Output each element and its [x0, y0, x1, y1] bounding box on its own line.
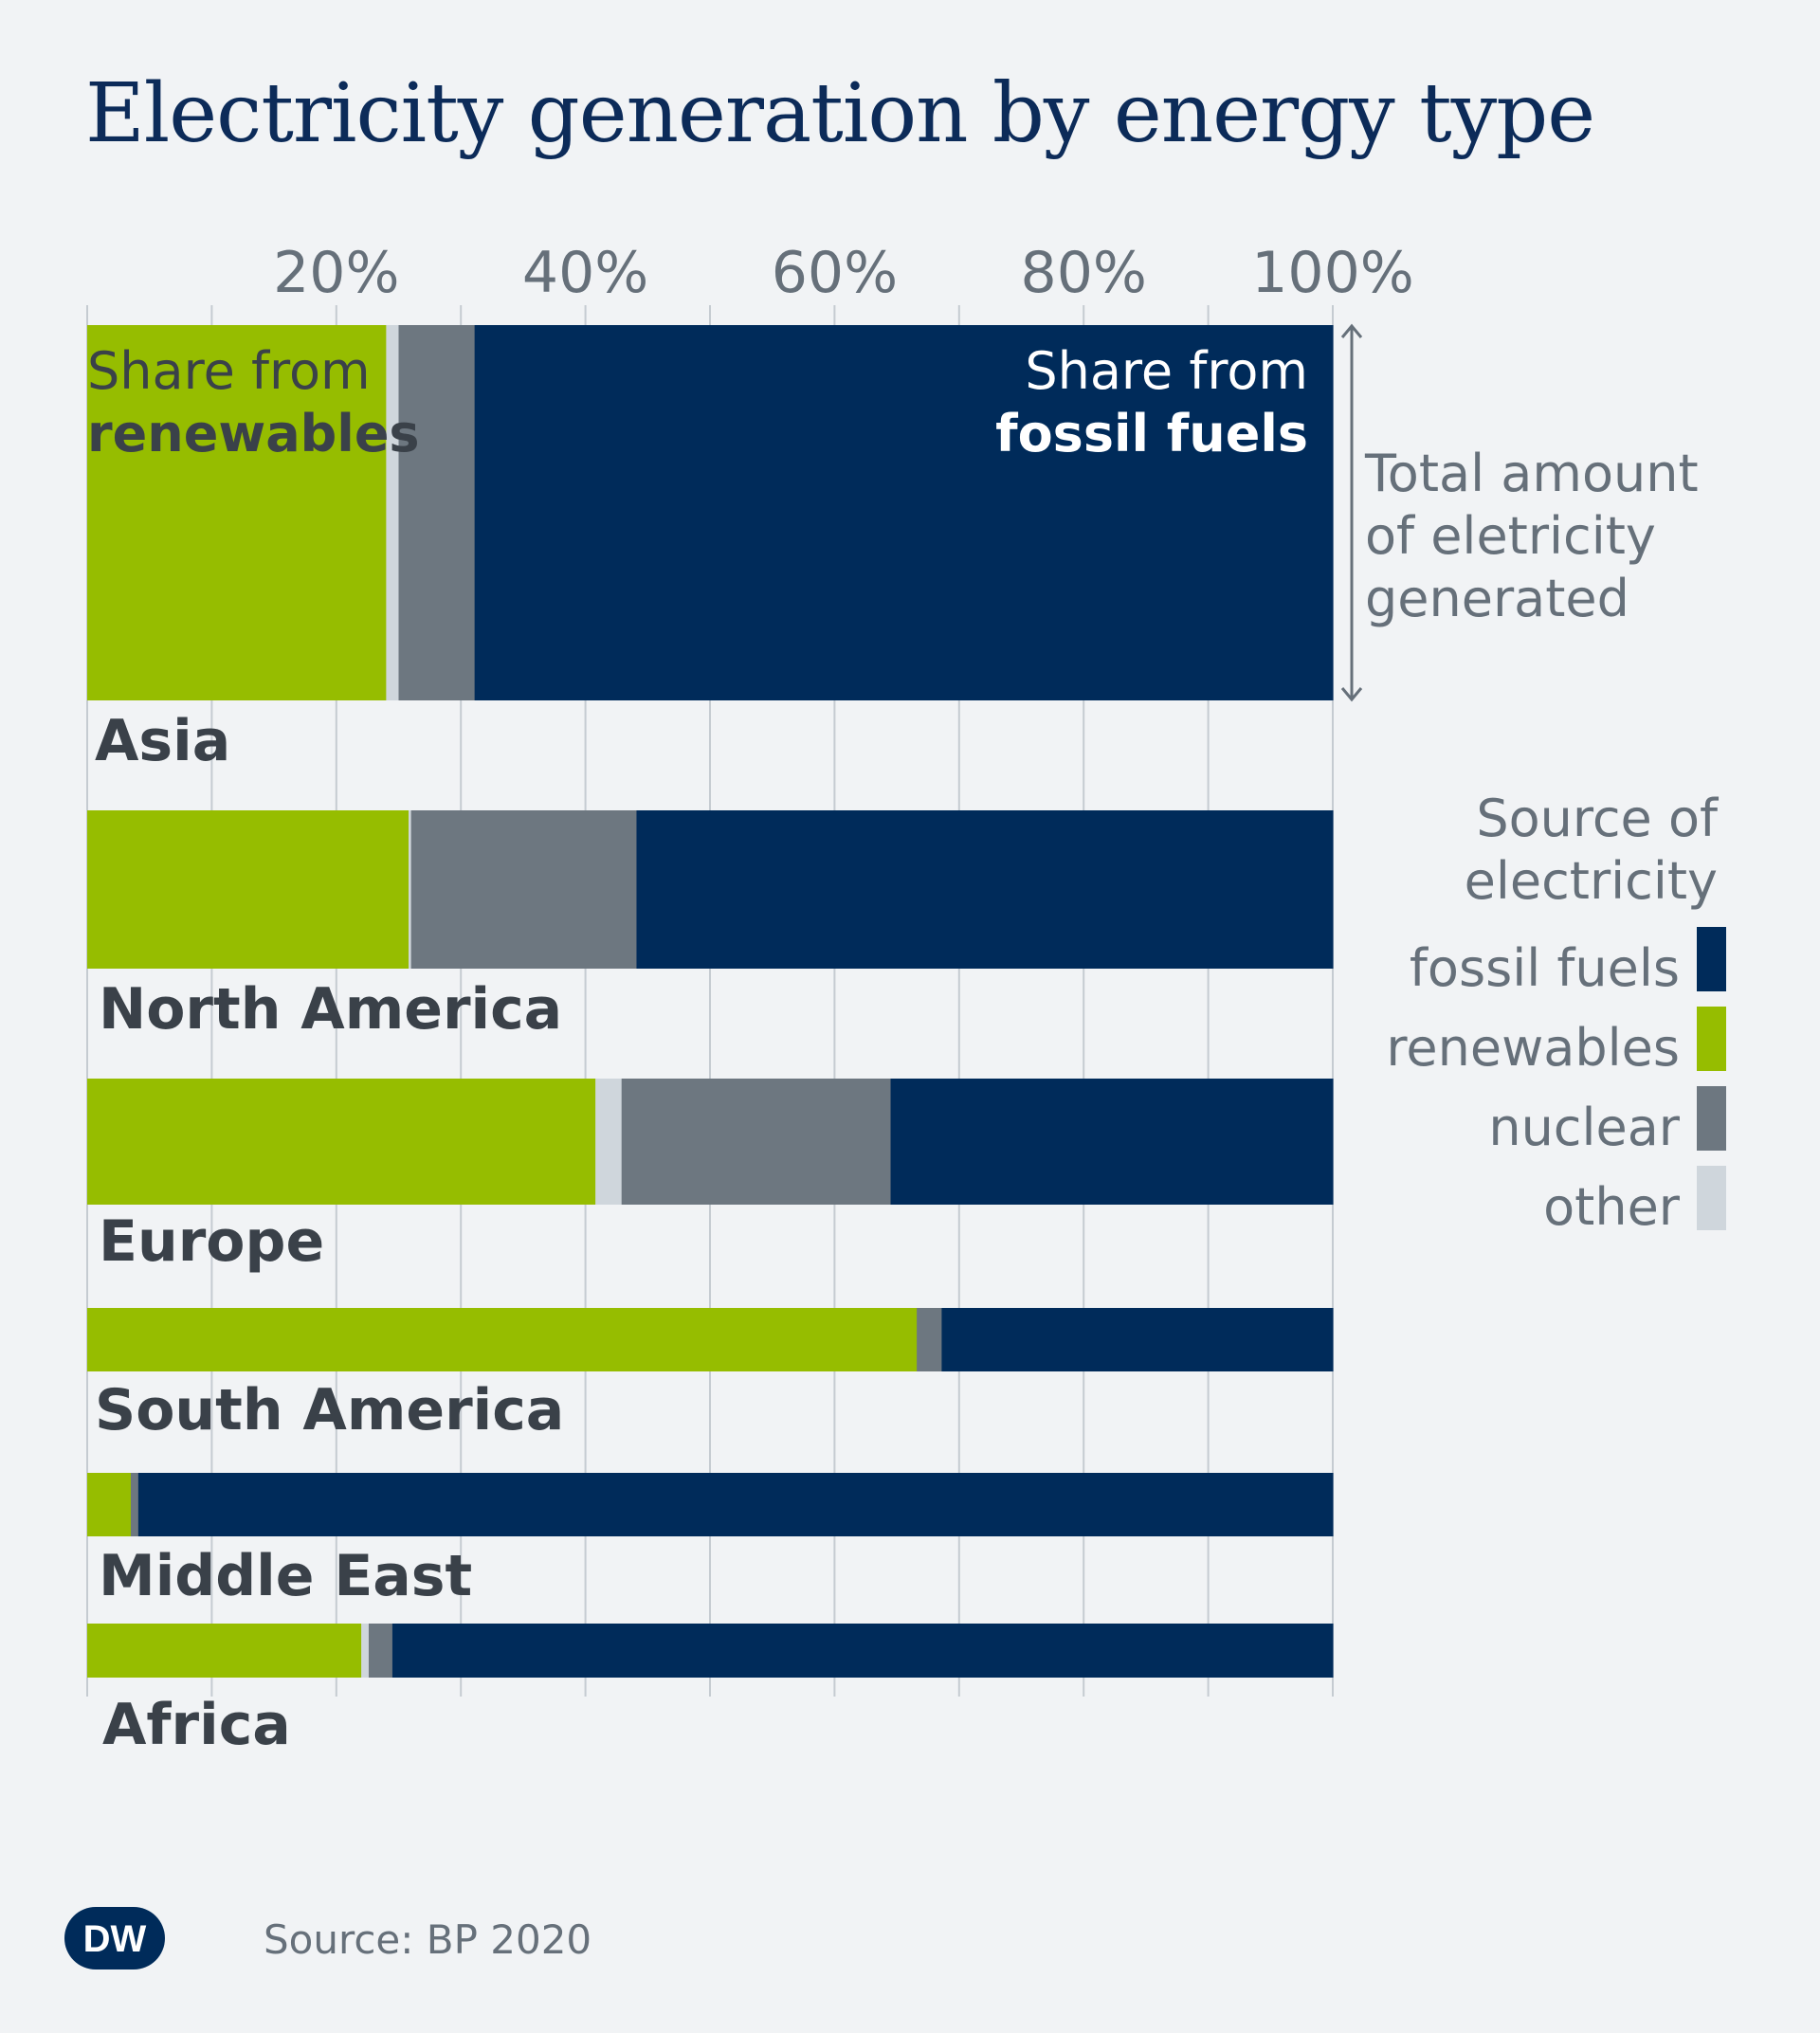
bar-europe-other	[595, 1079, 623, 1205]
bar-europe-fossil-fuels	[890, 1079, 1334, 1205]
legend-swatch	[1697, 927, 1726, 991]
bar-north-america-nuclear	[410, 810, 637, 969]
x-axis-ticks: 20% 40% 60% 80% 100%	[273, 240, 1414, 306]
bar-africa-fossil-fuels	[391, 1624, 1334, 1678]
chart-title: Electricity generation by energy type	[85, 66, 1595, 161]
legend-label: other	[1543, 1177, 1681, 1237]
region-label: South America	[95, 1377, 564, 1443]
bar-south-america-renewables	[87, 1308, 918, 1371]
svg-text:DW: DW	[83, 1918, 147, 1960]
legend-title-line2: electricity	[1465, 851, 1718, 911]
bar-africa-nuclear	[368, 1624, 393, 1678]
x-tick-label: 80%	[1021, 240, 1147, 306]
bar-asia-nuclear	[398, 325, 476, 700]
legend-label: fossil fuels	[1410, 938, 1680, 998]
bar-europe-nuclear	[621, 1079, 892, 1205]
x-tick-label: 20%	[273, 240, 399, 306]
fossil-annotation-line2: fossil fuels	[995, 404, 1308, 463]
legend-label: nuclear	[1488, 1098, 1680, 1157]
total-amount-arrow	[1340, 323, 1363, 702]
dw-logo: DW	[64, 1907, 165, 1969]
x-tick-label: 40%	[522, 240, 648, 306]
legend-label: renewables	[1386, 1018, 1680, 1078]
bar-middle-east-fossil-fuels	[137, 1473, 1334, 1536]
bar-north-america-renewables	[87, 810, 410, 969]
renewables-annotation-line2: renewables	[87, 404, 420, 463]
legend-title-line1: Source of	[1476, 789, 1720, 848]
bar-africa-other	[361, 1624, 370, 1678]
total-annotation-line1: Total amount	[1364, 444, 1699, 503]
bar-africa-renewables	[87, 1624, 362, 1678]
bar-europe-renewables	[87, 1079, 596, 1205]
bar-south-america-fossil-fuels	[941, 1308, 1334, 1371]
bar-asia-renewables	[87, 325, 387, 700]
bar-asia-other	[386, 325, 399, 700]
x-tick-label: 100%	[1251, 240, 1414, 306]
bar-middle-east-nuclear	[130, 1473, 139, 1536]
source-note: Source: BP 2020	[264, 1916, 592, 1963]
region-labels: Asia North America Europe South America Midd…	[95, 708, 564, 1758]
renewables-annotation-line1: Share from	[87, 341, 371, 401]
legend: Source of electricity fossil fuels renewa…	[1386, 789, 1726, 1237]
x-tick-label: 60%	[772, 240, 898, 306]
bar-asia-fossil-fuels	[474, 325, 1334, 700]
region-label: North America	[99, 976, 562, 1043]
legend-swatch	[1697, 1007, 1726, 1071]
bar-north-america-fossil-fuels	[636, 810, 1334, 969]
bar-middle-east-renewables	[87, 1473, 132, 1536]
region-label: Middle East	[99, 1543, 472, 1609]
total-annotation-line2: of eletricity	[1365, 506, 1656, 566]
legend-swatch	[1697, 1166, 1726, 1230]
total-annotation-line3: generated	[1365, 569, 1629, 628]
region-label: Asia	[95, 708, 230, 774]
bar-south-america-nuclear	[917, 1308, 942, 1371]
region-label: Europe	[99, 1208, 324, 1275]
region-label: Africa	[102, 1692, 291, 1758]
fossil-annotation-line1: Share from	[1025, 341, 1308, 401]
bar-north-america-other	[409, 810, 412, 969]
bars	[87, 325, 1334, 1678]
legend-swatch	[1697, 1086, 1726, 1151]
